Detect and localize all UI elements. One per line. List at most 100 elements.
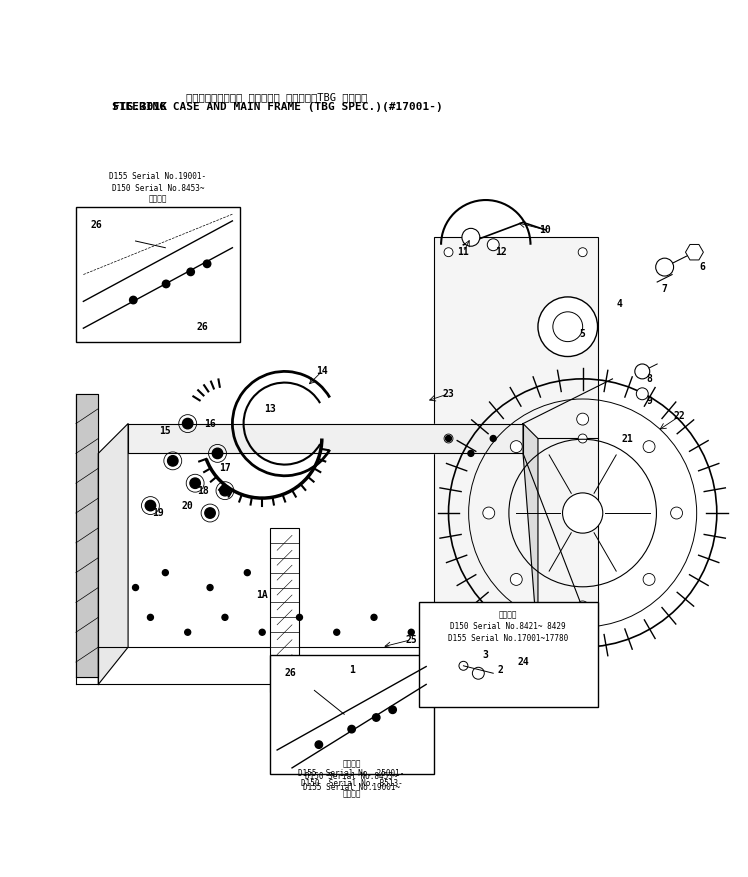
Circle shape xyxy=(315,741,322,748)
Text: 10: 10 xyxy=(539,225,551,235)
Polygon shape xyxy=(128,424,523,453)
Circle shape xyxy=(168,456,178,466)
Text: 26: 26 xyxy=(91,219,102,230)
Text: 12: 12 xyxy=(495,247,506,257)
Text: 7: 7 xyxy=(662,284,667,295)
Polygon shape xyxy=(76,394,98,677)
Circle shape xyxy=(220,486,230,496)
Text: 適用号機: 適用号機 xyxy=(343,789,361,798)
Circle shape xyxy=(510,440,522,453)
Text: 25: 25 xyxy=(405,635,417,645)
Circle shape xyxy=(444,434,453,443)
Circle shape xyxy=(446,436,452,441)
Circle shape xyxy=(444,628,453,637)
Circle shape xyxy=(671,507,682,519)
Bar xyxy=(270,654,434,774)
Text: 20: 20 xyxy=(182,501,194,510)
Circle shape xyxy=(187,268,194,275)
Text: 適用号機: 適用号機 xyxy=(343,759,361,768)
Circle shape xyxy=(553,312,583,342)
Text: ステアリングケース オビメイン フレーム（TBG ショウ）: ステアリングケース オビメイン フレーム（TBG ショウ） xyxy=(186,92,368,102)
Circle shape xyxy=(129,296,137,303)
Text: D150 Serial No.8453~: D150 Serial No.8453~ xyxy=(305,772,398,781)
Circle shape xyxy=(334,630,340,635)
Text: D155  Serial No. 25001-: D155 Serial No. 25001- xyxy=(298,768,405,778)
Text: 5: 5 xyxy=(580,329,586,339)
Text: 17: 17 xyxy=(219,463,231,474)
Circle shape xyxy=(462,228,479,246)
Circle shape xyxy=(408,630,414,635)
Circle shape xyxy=(578,628,587,637)
Circle shape xyxy=(487,239,499,251)
Text: 26: 26 xyxy=(197,322,209,332)
Circle shape xyxy=(578,247,587,257)
Text: D150 Serial No.8421~ 8429: D150 Serial No.8421~ 8429 xyxy=(450,622,566,631)
Circle shape xyxy=(578,434,587,443)
Circle shape xyxy=(212,448,223,459)
Circle shape xyxy=(205,508,215,518)
Circle shape xyxy=(635,364,650,379)
Text: 24: 24 xyxy=(517,657,529,667)
Circle shape xyxy=(562,493,603,533)
Circle shape xyxy=(643,574,655,585)
Text: 6: 6 xyxy=(699,262,705,272)
Circle shape xyxy=(132,585,138,590)
Bar xyxy=(76,208,240,342)
Bar xyxy=(419,602,598,707)
Circle shape xyxy=(162,281,170,288)
Text: 1: 1 xyxy=(349,665,355,674)
Text: STEERING CASE AND MAIN FRAME (TBG SPEC.)(#17001-): STEERING CASE AND MAIN FRAME (TBG SPEC.)… xyxy=(111,102,443,111)
Text: 16: 16 xyxy=(204,418,216,429)
Circle shape xyxy=(245,570,251,575)
Text: 11: 11 xyxy=(458,247,469,257)
Circle shape xyxy=(482,507,494,519)
Text: FIG.301K: FIG.301K xyxy=(113,102,167,111)
Text: 22: 22 xyxy=(674,411,685,421)
Polygon shape xyxy=(523,424,538,647)
Circle shape xyxy=(473,667,484,679)
Text: D155 Serial No.19001~: D155 Serial No.19001~ xyxy=(303,783,400,793)
Text: D150  Serial No. B513-: D150 Serial No. B513- xyxy=(301,779,402,788)
Circle shape xyxy=(183,418,193,429)
Circle shape xyxy=(203,260,211,267)
Text: 21: 21 xyxy=(622,433,634,444)
Circle shape xyxy=(296,615,302,620)
Circle shape xyxy=(185,630,191,635)
Text: 26: 26 xyxy=(284,668,296,678)
Circle shape xyxy=(373,714,380,721)
Circle shape xyxy=(459,661,468,670)
Circle shape xyxy=(643,440,655,453)
Polygon shape xyxy=(98,647,538,684)
Circle shape xyxy=(371,615,377,620)
Circle shape xyxy=(145,501,156,510)
Text: 19: 19 xyxy=(152,508,164,518)
Text: 18: 18 xyxy=(197,486,209,496)
Text: 23: 23 xyxy=(443,389,454,399)
Circle shape xyxy=(389,706,396,714)
Text: 3: 3 xyxy=(483,650,488,660)
Text: 14: 14 xyxy=(316,367,328,376)
Bar xyxy=(270,528,299,692)
Text: 15: 15 xyxy=(159,426,171,436)
Circle shape xyxy=(348,725,355,733)
Circle shape xyxy=(444,247,453,257)
Circle shape xyxy=(577,413,589,425)
Circle shape xyxy=(510,574,522,585)
Text: 4: 4 xyxy=(617,299,623,310)
Text: D155 Serial No.19001-: D155 Serial No.19001- xyxy=(109,173,206,182)
Circle shape xyxy=(162,570,168,575)
Circle shape xyxy=(577,601,589,613)
Text: D150 Serial No.8453~: D150 Serial No.8453~ xyxy=(111,183,204,193)
Text: 適用号機: 適用号機 xyxy=(499,610,518,619)
Polygon shape xyxy=(685,245,703,260)
FancyBboxPatch shape xyxy=(434,238,598,647)
Circle shape xyxy=(637,388,649,400)
Text: 8: 8 xyxy=(647,374,653,384)
Text: 1A: 1A xyxy=(257,590,268,600)
Text: D155 Serial No.17001~17780: D155 Serial No.17001~17780 xyxy=(448,634,568,643)
Text: 13: 13 xyxy=(264,403,275,414)
Circle shape xyxy=(260,630,266,635)
Polygon shape xyxy=(98,424,128,684)
Circle shape xyxy=(538,297,598,357)
Circle shape xyxy=(207,585,213,590)
